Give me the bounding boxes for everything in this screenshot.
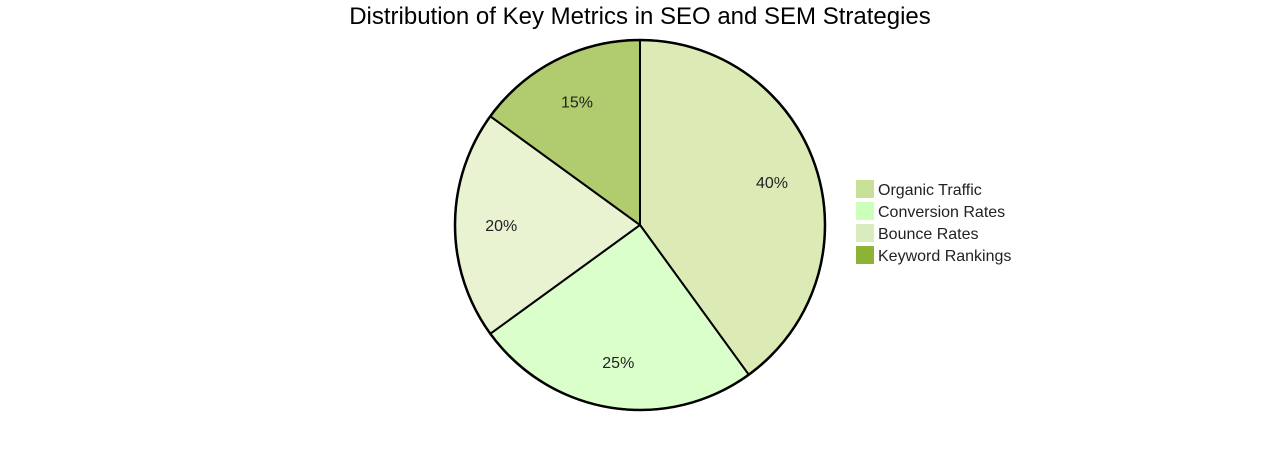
pie-outline [453,38,827,412]
pie-slice-label: 15% [561,94,593,111]
legend-swatch [856,202,874,220]
chart-title: Distribution of Key Metrics in SEO and S… [349,3,931,30]
legend-label: Conversion Rates [878,204,1005,221]
pie-slice-labels: 40% 25% 20% 15% [485,94,788,372]
legend-swatch [856,246,874,264]
pie-slices [453,38,827,412]
legend-item: Conversion Rates [856,202,1005,221]
legend-swatch [856,224,874,242]
legend-item: Bounce Rates [856,224,979,243]
legend-swatch [856,180,874,198]
chart-legend: Organic Traffic Conversion Rates Bounce Ra… [856,180,1011,265]
pie-slice-label: 20% [485,218,517,235]
pie-slice-label: 40% [756,175,788,192]
legend-item: Organic Traffic [856,180,982,199]
pie-slice-label: 25% [602,355,634,372]
legend-label: Organic Traffic [878,182,982,199]
legend-item: Keyword Rankings [856,246,1011,265]
legend-label: Bounce Rates [878,226,979,243]
legend-label: Keyword Rankings [878,248,1011,265]
